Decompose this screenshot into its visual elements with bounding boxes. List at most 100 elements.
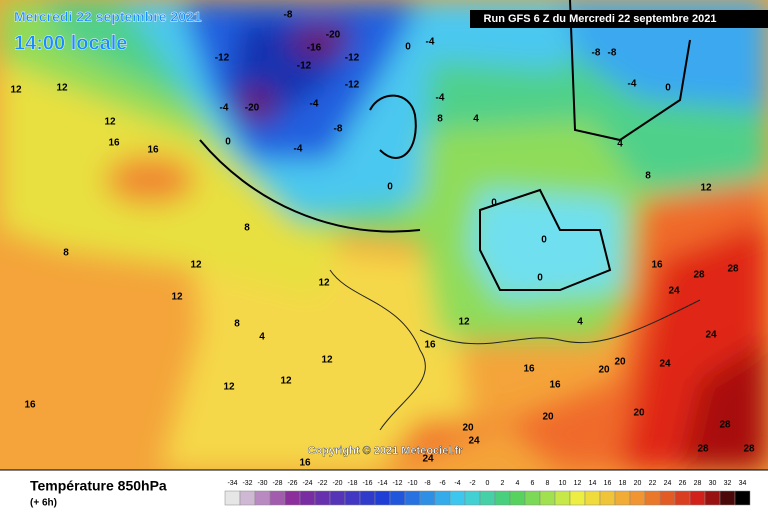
- colorbar-swatch: [389, 490, 406, 506]
- contour-label: -4: [294, 144, 303, 155]
- contour-label: 20: [462, 423, 474, 434]
- contour-label: 24: [468, 436, 480, 447]
- contour-label: 28: [743, 444, 755, 455]
- colorbar-tick-label: 30: [709, 480, 717, 487]
- date: Mercredi 22 septembre 2021: [14, 9, 202, 25]
- contour-label: 8: [63, 248, 69, 259]
- colorbar-swatch: [674, 490, 691, 506]
- copyright: Copyright © 2021 Meteociel.fr: [308, 445, 464, 457]
- contour-label: 0: [387, 182, 393, 193]
- colorbar-swatch: [704, 490, 721, 506]
- contour-label: 4: [473, 114, 479, 125]
- footer-step: (+ 6h): [30, 498, 57, 509]
- colorbar: -34 -32 -30 -28 -26 -24 -22 -20 -18 -16 -14 -12 -10-…: [224, 480, 751, 506]
- contour-label: 12: [10, 85, 22, 96]
- colorbar-tick-label: -6: [439, 480, 445, 487]
- colorbar-swatch: [329, 490, 346, 506]
- contour-label: 16: [651, 260, 663, 271]
- contour-label: 16: [299, 458, 311, 469]
- colorbar-swatch: [614, 490, 631, 506]
- contour-label: 8: [234, 319, 240, 330]
- contour-label: 24: [668, 286, 680, 297]
- colorbar-tick-label: -16: [362, 480, 372, 487]
- colorbar-swatch: [539, 490, 556, 506]
- colorbar-tick-label: 8: [546, 480, 550, 487]
- colorbar-tick-label: -20: [332, 480, 342, 487]
- contour-label: 12: [280, 376, 292, 387]
- colorbar-swatch: [569, 490, 586, 506]
- contour-label: 12: [56, 83, 68, 94]
- contour-label: -8: [284, 10, 293, 21]
- colorbar-tick-label: 34: [739, 480, 747, 487]
- contour-label: -12: [345, 53, 360, 64]
- run-info: Run GFS 6 Z du Mercredi 22 septembre 202…: [484, 13, 717, 25]
- colorbar-tick-label: -8: [424, 480, 430, 487]
- contour-label: 0: [537, 273, 543, 284]
- colorbar-swatch: [254, 490, 271, 506]
- colorbar-swatch: [509, 490, 526, 506]
- colorbar-swatch: [419, 490, 436, 506]
- colorbar-tick-label: 0: [486, 480, 490, 487]
- contour-label: 20: [542, 412, 554, 423]
- colorbar-swatch: [449, 490, 466, 506]
- colorbar-swatch: [359, 490, 376, 506]
- colorbar-swatch: [734, 490, 751, 506]
- contour-label: 12: [321, 355, 333, 366]
- contour-label: -20: [326, 30, 341, 41]
- colorbar-tick-label: 2: [501, 480, 505, 487]
- colorbar-swatch: [524, 490, 541, 506]
- colorbar-tick-label: -10: [407, 480, 417, 487]
- colorbar-swatch: [404, 490, 421, 506]
- contour-label: -4: [426, 37, 435, 48]
- contour-line: [199, 139, 421, 233]
- colorbar-tick-label: 16: [604, 480, 612, 487]
- colorbar-tick-label: 28: [694, 480, 702, 487]
- contour-label: -8: [592, 48, 601, 59]
- contour-label: 4: [617, 139, 623, 150]
- contour-label: 16: [108, 138, 120, 149]
- colorbar-swatch: [689, 490, 706, 506]
- colorbar-swatch: [224, 490, 241, 506]
- colorbar-tick-label: -18: [347, 480, 357, 487]
- contour-label: 28: [697, 444, 709, 455]
- contour-line: [569, 0, 691, 142]
- colorbar-tick-label: 18: [619, 480, 627, 487]
- contour-label: 28: [719, 420, 731, 431]
- contour-label: 12: [458, 317, 470, 328]
- colorbar-tick-label: 20: [634, 480, 642, 487]
- colorbar-tick-label: -28: [272, 480, 282, 487]
- contour-label: 0: [665, 83, 671, 94]
- colorbar-tick-label: -32: [242, 480, 252, 487]
- colorbar-tick-label: -24: [302, 480, 312, 487]
- colorbar-tick-label: -2: [469, 480, 475, 487]
- contour-label: 24: [705, 330, 717, 341]
- contour-label: -12: [215, 53, 230, 64]
- contour-label: -16: [307, 43, 322, 54]
- contour-label: 16: [549, 380, 561, 391]
- contour-label: 16: [147, 145, 159, 156]
- colorbar-tick-label: -22: [317, 480, 327, 487]
- contour-label: -20: [245, 103, 260, 114]
- contour-label: -4: [310, 99, 319, 110]
- temperature-field: Run GFS 6 Z du Mercredi 22 septembre 202…: [0, 0, 768, 470]
- contour-label: 16: [24, 400, 36, 411]
- colorbar-swatch: [299, 490, 316, 506]
- colorbar-tick-label: -14: [377, 480, 387, 487]
- contour-label: 12: [190, 260, 202, 271]
- contour-label: -4: [436, 93, 445, 104]
- contour-label: 20: [598, 365, 610, 376]
- contour-label: 8: [645, 171, 651, 182]
- contour-label: 4: [259, 332, 265, 343]
- contour-label: -12: [297, 61, 312, 72]
- contour-label: 0: [225, 137, 231, 148]
- contour-label: -4: [628, 79, 637, 90]
- colorbar-tick-label: 22: [649, 480, 657, 487]
- colorbar-tick-label: -4: [454, 480, 460, 487]
- contour-label: 24: [422, 454, 434, 465]
- colorbar-tick-label: -34: [227, 480, 237, 487]
- colorbar-tick-label: 10: [559, 480, 567, 487]
- colorbar-tick-label: 12: [574, 480, 582, 487]
- coastline: [329, 269, 426, 431]
- contour-label: -4: [220, 103, 229, 114]
- run-box: [470, 10, 768, 28]
